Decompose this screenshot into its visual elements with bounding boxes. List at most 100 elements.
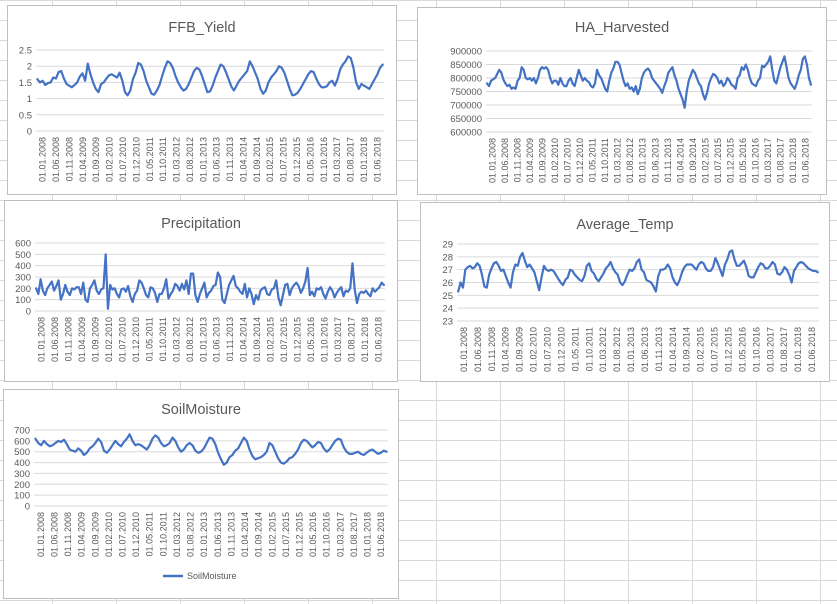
series-line[interactable] bbox=[485, 55, 813, 109]
x-tick-label: 01.07.2015 bbox=[279, 137, 289, 182]
x-tick-label: 01.09.2014 bbox=[688, 138, 698, 183]
x-tick-label: 01.07.2015 bbox=[710, 327, 720, 372]
x-tick-label: 01.03.2012 bbox=[172, 137, 182, 182]
legend: SoilMoisture bbox=[163, 571, 237, 581]
x-tick-label: 01.02.2010 bbox=[104, 512, 114, 557]
x-tick-label: 01.05.2011 bbox=[588, 138, 598, 182]
x-tick-label: 01.01.2008 bbox=[38, 137, 48, 182]
x-tick-label: 01.01.2008 bbox=[459, 327, 469, 372]
x-tick-label: 01.11.2008 bbox=[64, 317, 74, 361]
y-tick-label: 600 bbox=[14, 436, 30, 447]
x-tick-label: 01.10.2011 bbox=[600, 138, 610, 182]
y-tick-label: 23 bbox=[442, 317, 453, 328]
x-tick-label: 01.02.2010 bbox=[104, 317, 114, 362]
x-tick-label: 01.06.2008 bbox=[500, 138, 510, 183]
x-tick-label: 01.08.2012 bbox=[185, 137, 195, 182]
y-tick-label: 500 bbox=[14, 447, 30, 458]
x-tick-label: 01.11.2013 bbox=[663, 138, 673, 182]
x-tick-label: 01.05.2011 bbox=[570, 327, 580, 371]
x-tick-label: 01.04.2009 bbox=[77, 512, 87, 557]
y-tick-label: 300 bbox=[15, 273, 31, 284]
x-tick-label: 01.11.2013 bbox=[225, 137, 235, 181]
y-tick-label: 24 bbox=[442, 304, 453, 315]
series-line[interactable] bbox=[35, 253, 385, 310]
series-line[interactable] bbox=[36, 55, 384, 97]
x-tick-label: 01.05.2016 bbox=[305, 137, 315, 182]
x-tick-label: 01.12.2010 bbox=[131, 137, 141, 182]
x-tick-label: 01.01.2013 bbox=[198, 317, 208, 362]
x-tick-label: 01.07.2010 bbox=[118, 512, 128, 557]
x-tick-label: 01.03.2012 bbox=[171, 317, 181, 362]
y-tick-label: 850000 bbox=[450, 60, 482, 71]
x-tick-label: 01.06.2013 bbox=[640, 327, 650, 372]
x-tick-label: 01.12.2015 bbox=[292, 137, 302, 182]
chart-panel-soil-moisture[interactable]: SoilMoisture 0 100 200 300 400 500 600 700 01.01.… bbox=[3, 389, 399, 599]
x-tick-label: 01.01.2018 bbox=[360, 317, 370, 362]
x-tick-label: 01.09.2014 bbox=[254, 512, 264, 557]
series-line[interactable] bbox=[457, 249, 819, 293]
x-tick-label: 01.05.2016 bbox=[738, 138, 748, 183]
x-tick-label: 01.10.2016 bbox=[751, 327, 761, 372]
x-tick-label: 01.08.2012 bbox=[625, 138, 635, 183]
y-tick-label: 400 bbox=[14, 458, 30, 469]
x-tick-label: 01.01.2008 bbox=[36, 512, 46, 557]
y-tick-label: 25 bbox=[442, 291, 453, 302]
x-tick-label: 01.04.2009 bbox=[525, 138, 535, 183]
y-tick-label: 26 bbox=[442, 278, 453, 289]
x-tick-label: 01.06.2008 bbox=[473, 327, 483, 372]
y-tick-label: 29 bbox=[442, 240, 453, 251]
x-tick-label: 01.01.2018 bbox=[788, 138, 798, 183]
legend-label: SoilMoisture bbox=[187, 571, 237, 581]
y-tick-label: 600 bbox=[15, 239, 31, 250]
x-tick-label: 01.03.2017 bbox=[335, 512, 345, 557]
x-tick-label: 01.01.2008 bbox=[487, 138, 497, 183]
chart-panel-ha-harvested[interactable]: HA_Harvested 600000 650000 700000 750000 8000… bbox=[417, 7, 827, 195]
y-tick-label: 2.5 bbox=[19, 46, 32, 57]
y-tick-label: 700000 bbox=[450, 101, 482, 112]
x-tick-label: 01.07.2010 bbox=[118, 317, 128, 362]
x-tick-label: 01.09.2009 bbox=[91, 317, 101, 362]
chart-panel-ffb-yield[interactable]: FFB_Yield 0 0.5 1 1.5 2 2.5 01.01.2008 01.06.200… bbox=[7, 5, 397, 195]
x-tick-label: 01.12.2010 bbox=[131, 512, 141, 557]
x-tick-label: 01.06.2018 bbox=[372, 137, 382, 182]
x-tick-label: 01.04.2014 bbox=[675, 138, 685, 183]
x-tick-label: 01.05.2011 bbox=[145, 137, 155, 181]
x-tick-label: 01.06.2018 bbox=[373, 317, 383, 362]
x-tick-label: 01.08.2012 bbox=[185, 317, 195, 362]
x-tick-label: 01.01.2013 bbox=[638, 138, 648, 183]
x-tick-label: 01.02.2015 bbox=[700, 138, 710, 183]
x-tick-label: 01.09.2014 bbox=[252, 317, 262, 362]
x-tick-label: 01.02.2015 bbox=[696, 327, 706, 372]
x-tick-label: 01.07.2015 bbox=[281, 512, 291, 557]
y-tick-label: 0 bbox=[27, 127, 32, 138]
series-line[interactable] bbox=[34, 433, 388, 466]
x-tick-label: 01.12.2010 bbox=[556, 327, 566, 372]
x-tick-label: 01.12.2015 bbox=[724, 327, 734, 372]
x-tick-label: 01.04.2009 bbox=[501, 327, 511, 372]
x-tick-label: 01.01.2013 bbox=[198, 137, 208, 182]
x-tick-label: 01.07.2010 bbox=[563, 138, 573, 183]
x-tick-label: 01.03.2017 bbox=[765, 327, 775, 372]
x-tick-label: 01.08.2017 bbox=[779, 327, 789, 372]
x-tick-label: 01.06.2013 bbox=[650, 138, 660, 183]
x-tick-label: 01.11.2013 bbox=[225, 317, 235, 361]
chart-panel-precipitation[interactable]: Precipitation 0 100 200 300 400 500 600 01.01.20… bbox=[4, 200, 398, 382]
x-tick-label: 01.04.2009 bbox=[78, 137, 88, 182]
y-tick-label: 800000 bbox=[450, 74, 482, 85]
x-tick-label: 01.06.2018 bbox=[376, 512, 386, 557]
x-tick-label: 01.05.2011 bbox=[145, 512, 155, 556]
y-tick-label: 400 bbox=[15, 261, 31, 272]
x-tick-label: 01.09.2009 bbox=[91, 137, 101, 182]
x-tick-label: 01.07.2010 bbox=[118, 137, 128, 182]
y-tick-label: 700 bbox=[14, 426, 30, 437]
x-tick-label: 01.06.2018 bbox=[807, 327, 817, 372]
x-tick-label: 01.08.2017 bbox=[349, 512, 359, 557]
x-tick-label: 01.04.2014 bbox=[240, 512, 250, 557]
chart-panel-average-temp[interactable]: Average_Temp 23 24 25 26 27 28 29 01.01.2008 01.0… bbox=[420, 202, 830, 382]
y-tick-label: 600000 bbox=[450, 128, 482, 139]
y-tick-label: 650000 bbox=[450, 114, 482, 125]
y-tick-label: 750000 bbox=[450, 87, 482, 98]
x-tick-label: 01.02.2010 bbox=[550, 138, 560, 183]
